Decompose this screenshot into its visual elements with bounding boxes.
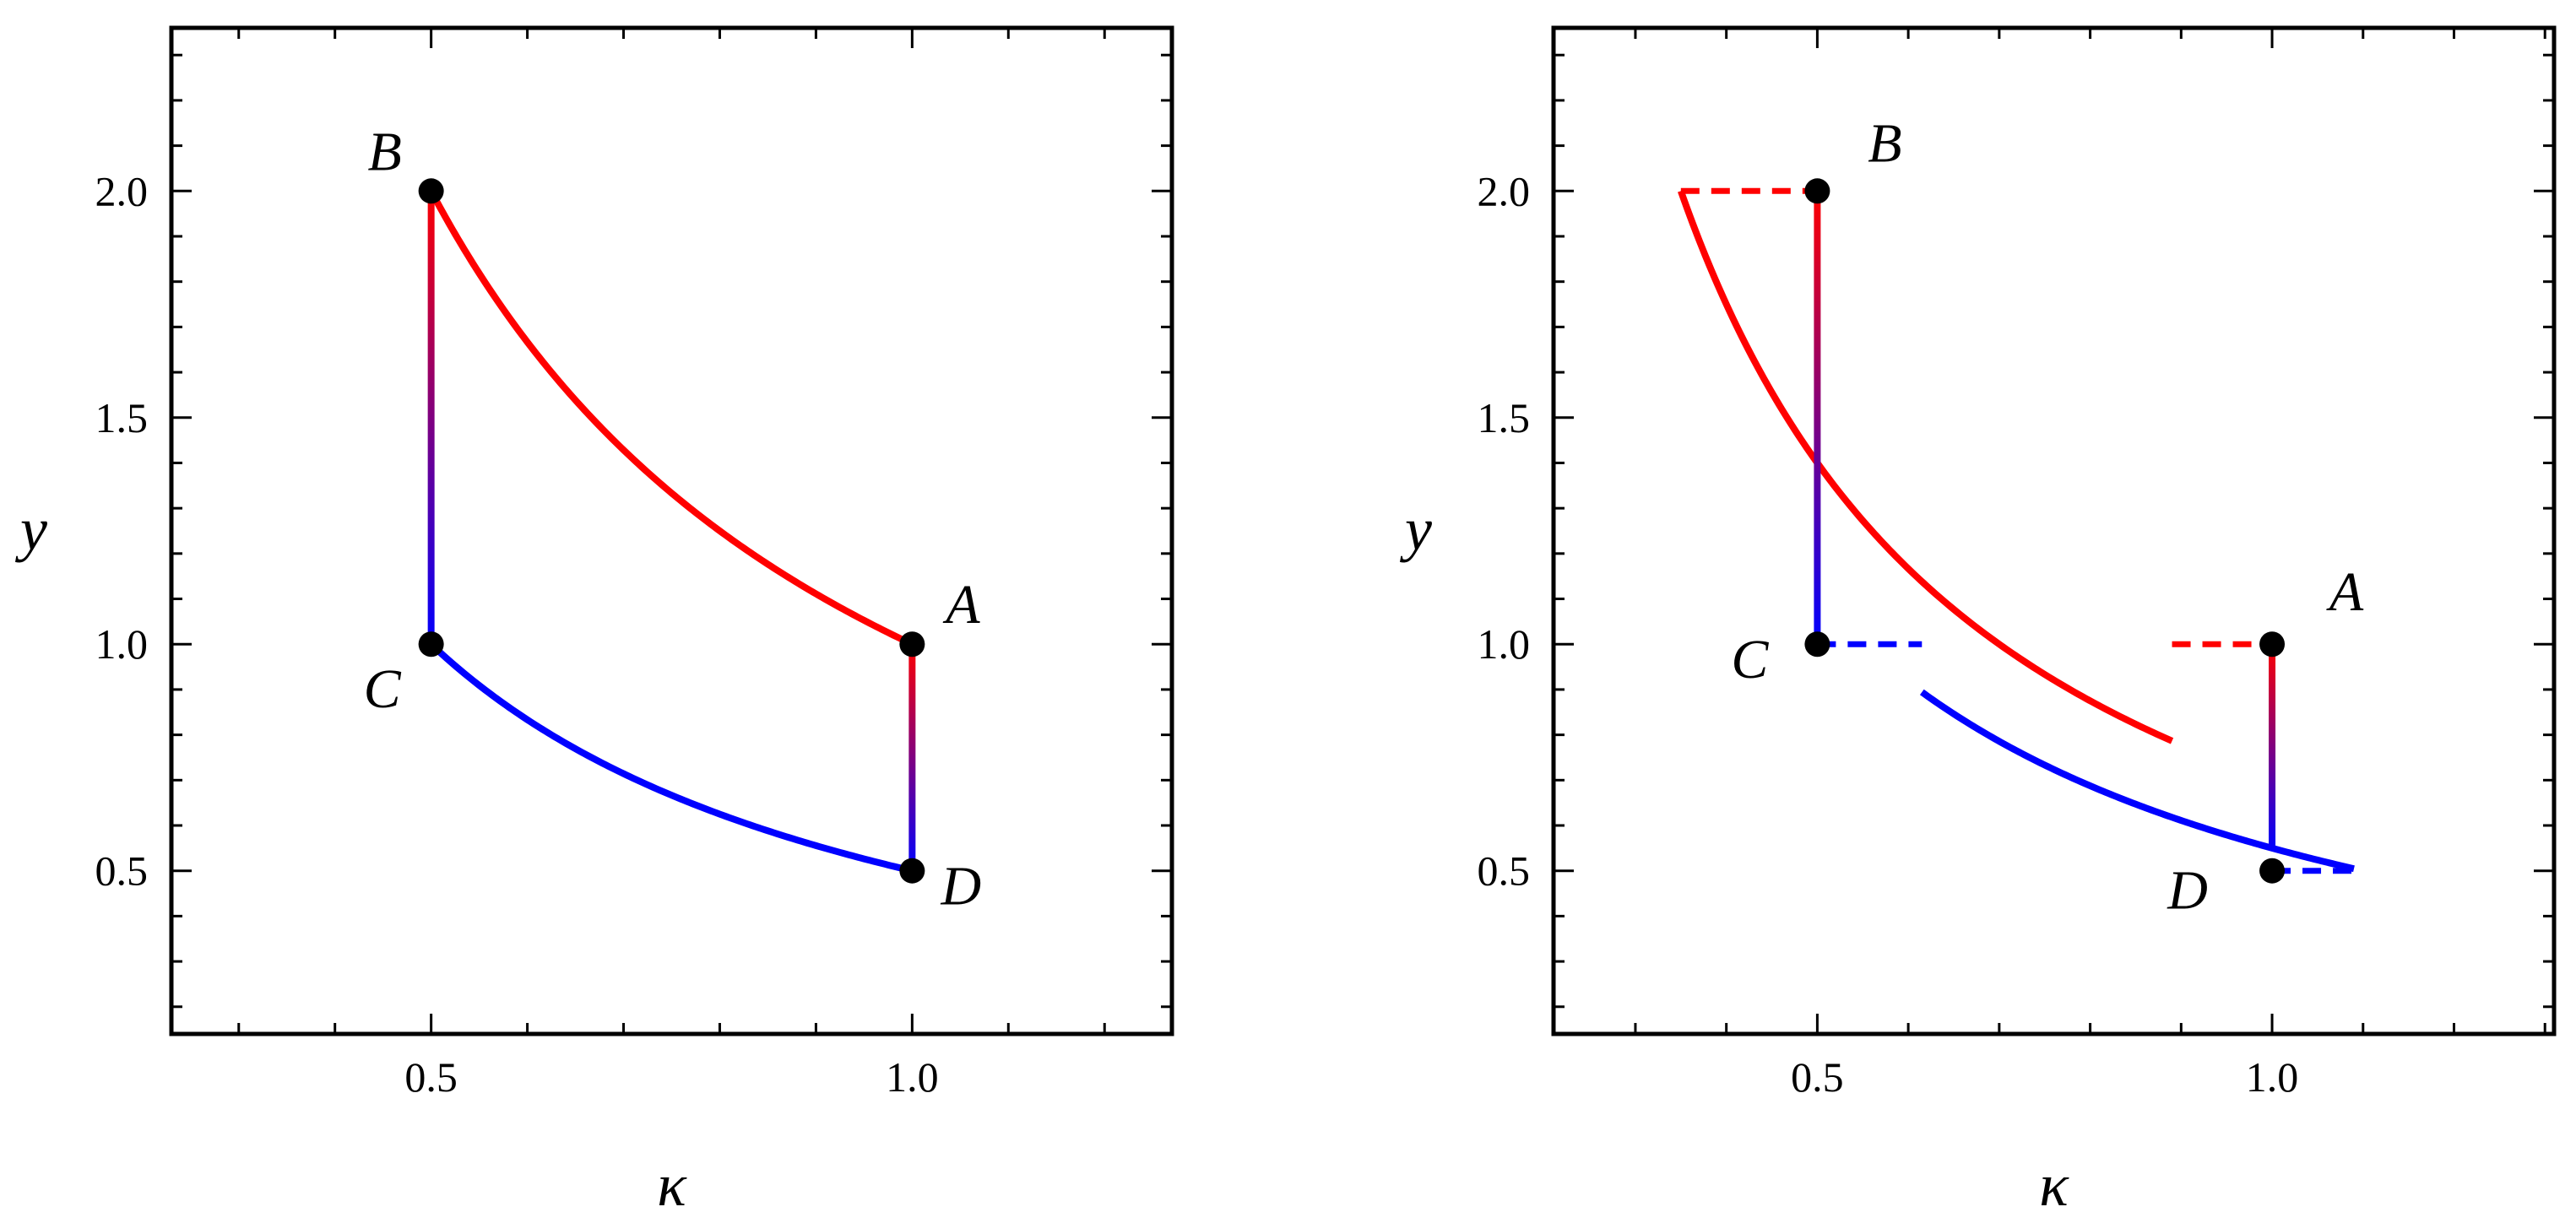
y-tick-label: 1.5	[1478, 394, 1531, 441]
state-point-b	[418, 178, 444, 204]
state-point-c	[1804, 631, 1830, 657]
state-label-d: D	[2167, 860, 2208, 922]
state-point-a	[2259, 631, 2286, 657]
x-axis-label: κ	[657, 1151, 687, 1219]
series-curve-cold	[428, 641, 914, 874]
state-label-c: C	[1731, 629, 1769, 690]
state-point-d	[2259, 858, 2286, 884]
x-tick-label: 0.5	[404, 1053, 458, 1101]
y-axis-label: y	[1399, 495, 1432, 563]
y-axis-label: y	[14, 495, 47, 563]
y-tick-label: 2.0	[95, 167, 149, 214]
gradient-segment	[2269, 644, 2276, 851]
state-point-c	[418, 631, 444, 657]
state-label-d: D	[941, 856, 982, 917]
x-axis-label: κ	[2039, 1151, 2069, 1219]
state-point-d	[899, 858, 925, 884]
series-curve-hot	[428, 189, 914, 647]
state-label-c: C	[364, 658, 402, 720]
y-tick-label: 0.5	[1478, 847, 1531, 895]
y-tick-label: 1.0	[1478, 620, 1531, 668]
gradient-segment	[427, 191, 435, 645]
state-label-a: A	[2326, 561, 2364, 623]
state-label-b: B	[367, 121, 401, 182]
state-label-a: A	[942, 574, 980, 636]
x-tick-label: 0.5	[1791, 1053, 1844, 1101]
x-tick-label: 1.0	[2246, 1053, 2299, 1101]
y-tick-label: 2.0	[1478, 167, 1531, 214]
gradient-segment	[1814, 191, 1821, 645]
x-tick-label: 1.0	[886, 1053, 939, 1101]
panel-2: 0.5 1.0 0.5 1.0 1.5 2.0 κ y A B C D	[1399, 25, 2557, 1219]
state-point-a	[899, 631, 925, 657]
panel-1: 0.5 1.0 0.5 1.0 1.5 2.0 κ y A B C D	[14, 25, 1174, 1219]
gradient-segment	[908, 644, 916, 871]
state-label-b: B	[1868, 112, 1901, 174]
series-curve-cold	[1919, 689, 2355, 873]
y-tick-label: 0.5	[95, 847, 149, 895]
state-point-b	[1804, 178, 1830, 204]
y-tick-label: 1.5	[95, 394, 149, 441]
plot-frame	[169, 25, 1174, 1036]
plot-frame	[1551, 25, 2557, 1036]
series-curve-hot	[1678, 189, 2174, 744]
y-tick-label: 1.0	[95, 620, 149, 668]
